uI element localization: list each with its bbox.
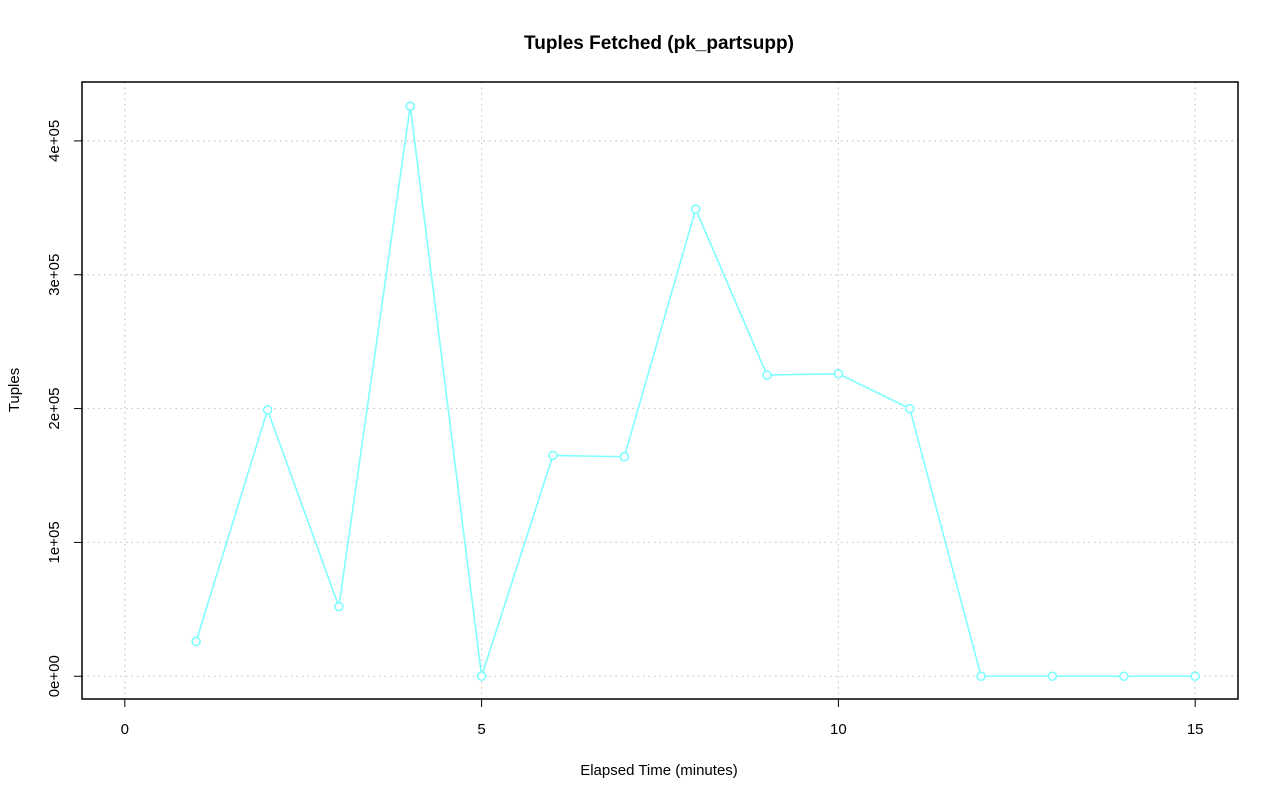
gridlines — [82, 82, 1238, 699]
data-point-0 — [191, 636, 201, 647]
series-line-0 — [195, 105, 1196, 678]
y-axis: 0e+00 1e+05 2e+05 3e+05 4e+05 — [46, 120, 83, 697]
data-point-9 — [833, 368, 844, 379]
data-series — [191, 101, 1200, 682]
data-point-14 — [1190, 671, 1200, 682]
data-point-4 — [476, 671, 487, 682]
data-point-2 — [334, 601, 344, 612]
data-point-8 — [762, 370, 772, 380]
data-point-10 — [904, 403, 915, 414]
x-axis: 0 5 10 15 — [121, 698, 1204, 738]
x-tick-label-3: 15 — [1187, 721, 1204, 738]
data-point-7 — [690, 204, 701, 214]
y-tick-label-2: 2e+05 — [46, 387, 63, 429]
plot-frame — [81, 81, 1239, 700]
chart-title: Tuples Fetched (pk_partsupp) — [524, 33, 794, 54]
data-point-6 — [619, 451, 630, 462]
data-point-13 — [1119, 671, 1129, 682]
y-tick-label-3: 3e+05 — [46, 254, 63, 296]
x-axis-title: Elapsed Time (minutes) — [580, 762, 738, 779]
data-point-5 — [548, 450, 558, 461]
y-tick-label-1: 1e+05 — [46, 521, 63, 563]
y-axis-title: Tuples — [6, 368, 23, 412]
x-tick-label-1: 5 — [477, 721, 485, 738]
data-point-12 — [1047, 671, 1058, 682]
y-tick-label-0: 0e+00 — [46, 655, 63, 697]
x-tick-label-2: 10 — [830, 721, 847, 738]
data-point-3 — [405, 101, 416, 111]
y-tick-label-4: 4e+05 — [46, 120, 63, 162]
data-point-1 — [262, 405, 273, 415]
x-tick-label-0: 0 — [121, 721, 129, 738]
data-point-11 — [976, 671, 986, 682]
